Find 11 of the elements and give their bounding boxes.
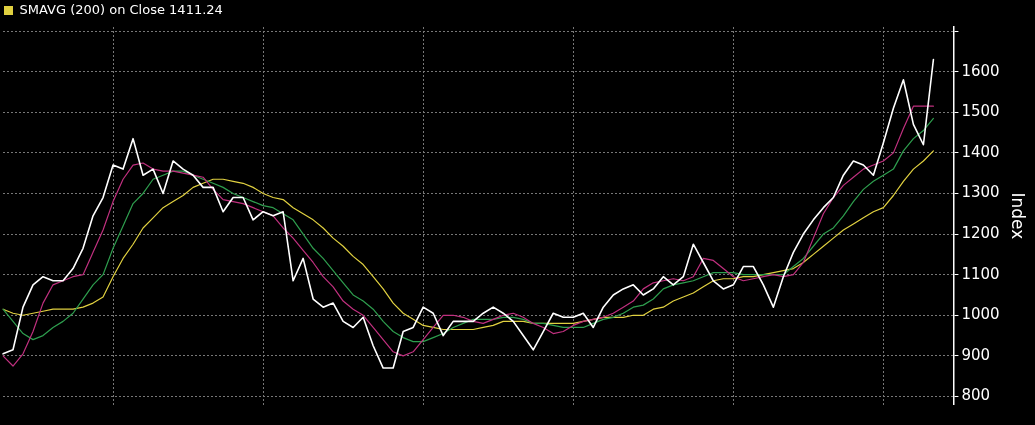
y-tick-label: 1300 [961,183,1000,202]
y-tick-label: 1100 [961,264,1000,283]
y-tick-label: 900 [961,345,991,364]
y-tick-label: 1500 [961,102,1000,121]
legend-label: SMAVG (200) on Close 1411.24 [19,1,223,17]
y-axis-title: Index [1008,192,1029,240]
y-tick-label: 1200 [961,223,1000,242]
y-tick-label: 1000 [961,305,1000,324]
y-tick-label: 1400 [961,142,1000,161]
y-tick-label: 1600 [961,61,1000,80]
y-tick-label: 800 [961,386,991,405]
